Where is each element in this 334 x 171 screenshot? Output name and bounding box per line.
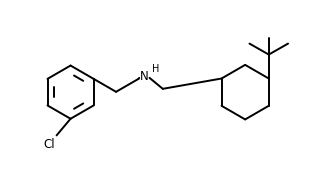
Text: N: N xyxy=(140,70,149,83)
Text: H: H xyxy=(152,64,159,74)
Text: Cl: Cl xyxy=(43,138,55,151)
